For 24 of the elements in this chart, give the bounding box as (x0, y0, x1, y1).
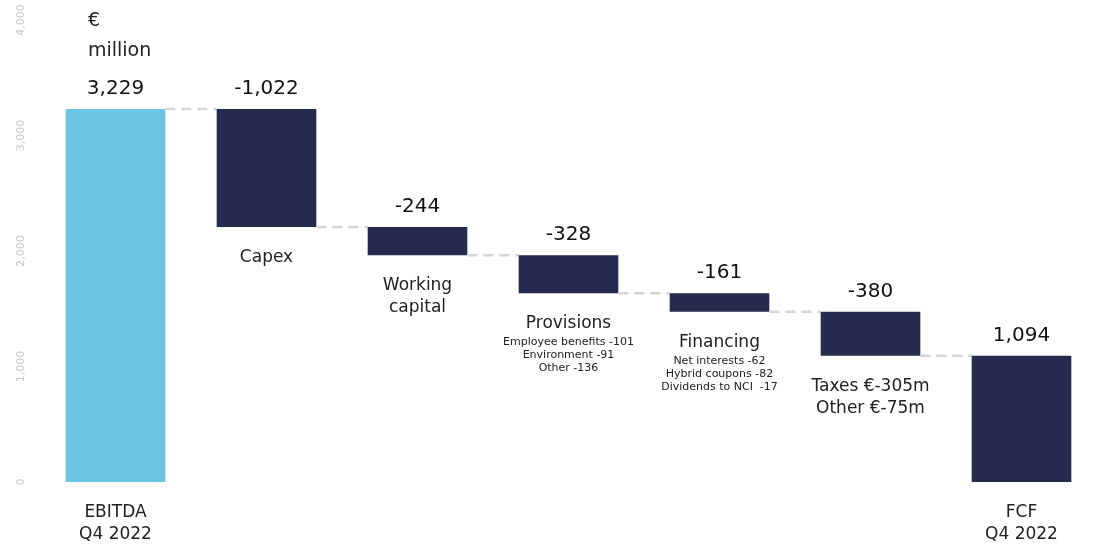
x-tick-label: Taxes €-305m Other €-75m (810, 374, 930, 417)
data-label: -244 (394, 193, 441, 218)
annotation: Employee benefits -101 Environment -91 Other -136 (503, 335, 634, 375)
x-tick-label: FCF Q4 2022 (985, 501, 1058, 543)
bar (820, 311, 921, 356)
x-tick-label: Capex (239, 246, 294, 267)
bar (65, 109, 166, 482)
y-axis-title: € million (88, 8, 152, 60)
data-label: -380 (847, 277, 894, 302)
bar (367, 227, 468, 256)
data-label: -328 (545, 221, 592, 246)
data-label: 3,229 (86, 75, 145, 100)
x-tick-label: EBITDA Q4 2022 (79, 501, 152, 543)
data-label: -161 (696, 259, 743, 284)
bar (971, 355, 1072, 482)
bar (669, 293, 770, 312)
x-tick-label: Provisions (525, 312, 612, 333)
bar (518, 255, 619, 294)
bar (216, 109, 317, 228)
x-tick-label: Working capital (382, 274, 453, 317)
annotation: Net interests -62 Hybrid coupons -82 Dividends to NCI -17 (661, 353, 778, 393)
x-tick-label: Financing (679, 330, 760, 351)
data-label: 1,094 (992, 321, 1051, 346)
data-label: -1,022 (234, 75, 299, 100)
